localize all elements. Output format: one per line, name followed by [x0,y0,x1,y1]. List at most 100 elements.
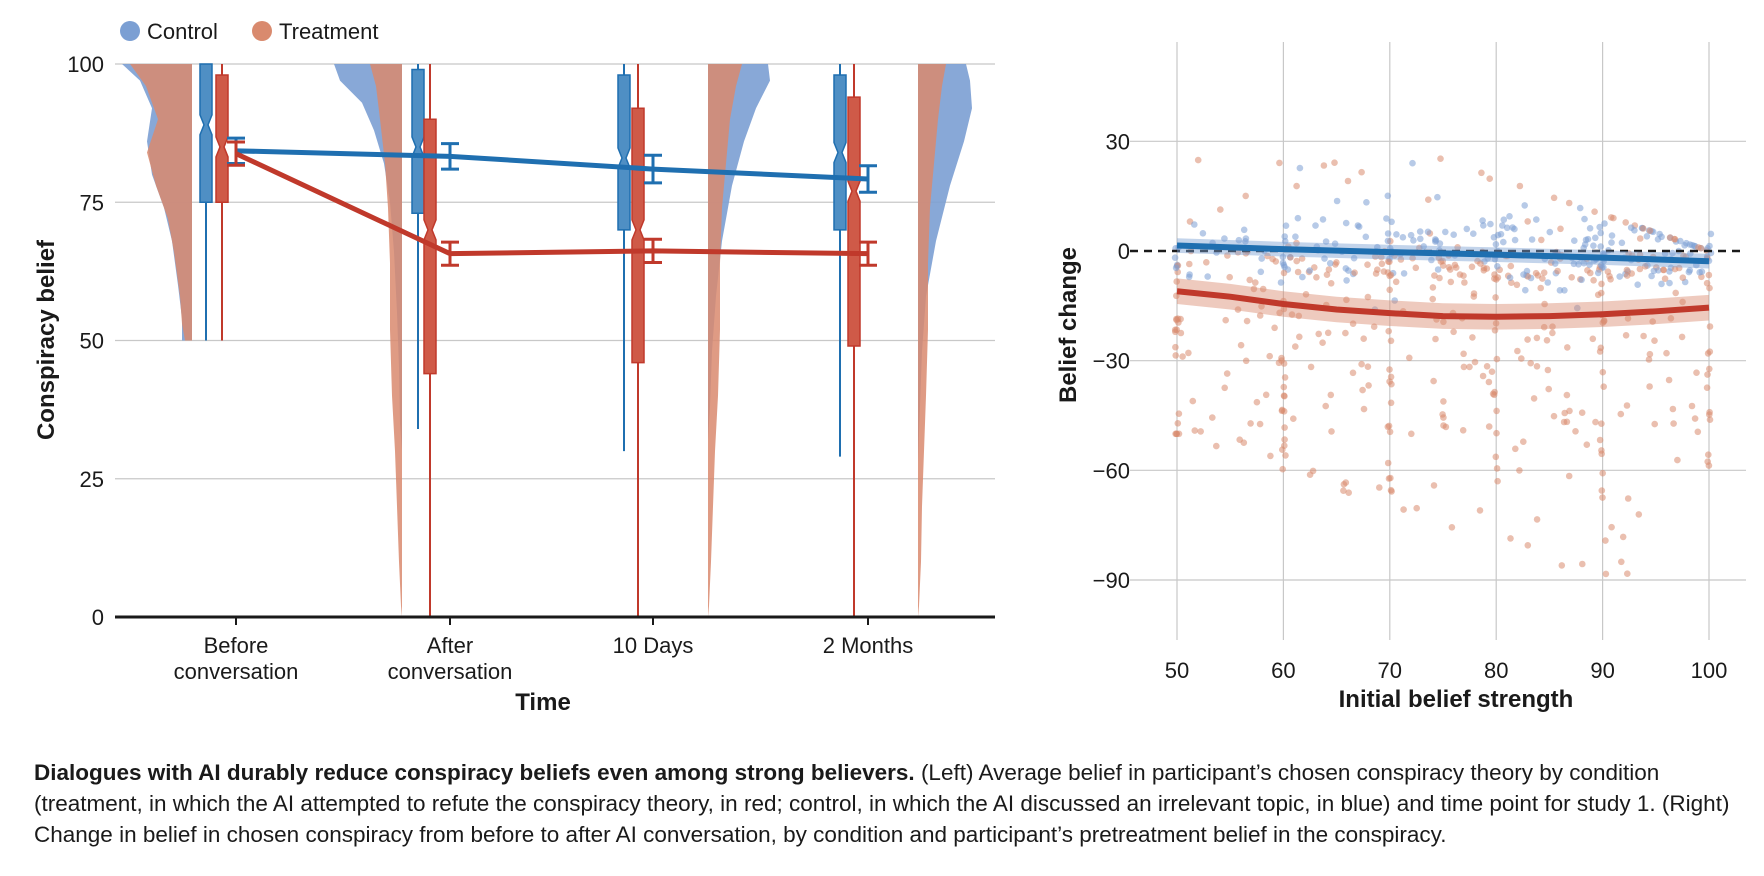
scatter-point-treatment [1430,482,1438,489]
scatter-point-treatment [1494,477,1501,485]
scatter-point-treatment [1560,418,1568,426]
scatter-point-treatment [1514,347,1521,355]
scatter-point-treatment [1540,323,1548,331]
scatter-point-treatment [1327,280,1335,287]
scatter-point-treatment [1460,350,1467,358]
scatter-point-treatment [1430,377,1437,385]
x-tick-label: 90 [1590,658,1614,683]
scatter-point-control [1436,240,1444,247]
scatter-point-treatment [1172,343,1179,351]
scatter-point-treatment [1242,357,1250,365]
scatter-point-treatment [1476,507,1484,514]
scatter-point-treatment [1646,383,1653,390]
scatter-point-treatment [1175,430,1183,438]
scatter-point-treatment [1545,385,1552,393]
scatter-point-treatment [1325,266,1333,273]
scatter-point-treatment [1636,265,1644,273]
scatter-point-treatment [1561,409,1568,417]
scatter-point-treatment [1471,358,1479,366]
scatter-point-control [1658,280,1665,288]
x-tick-label-line: After [427,633,473,658]
scatter-point-treatment [1533,363,1541,370]
scatter-point-treatment [1608,523,1615,531]
scatter-point-treatment [1425,196,1432,203]
scatter-point-treatment [1492,294,1499,301]
scatter-point-treatment [1624,495,1632,502]
scatter-point-treatment [1269,255,1276,263]
scatter-point-treatment [1704,350,1712,357]
scatter-point-treatment [1172,328,1179,336]
scatter-point-treatment [1579,560,1586,568]
violin-treatment-after [370,64,402,617]
scatter-point-treatment [1459,427,1467,434]
scatter-point-control [1479,217,1486,224]
scatter-point-treatment [1364,293,1372,301]
scatter-point-treatment [1385,258,1392,265]
scatter-point-control [1204,273,1211,280]
scatter-point-control [1470,230,1477,237]
y-tick-label: −60 [1093,458,1130,483]
scatter-point-treatment [1290,415,1297,423]
trend-band-treatment [1177,278,1709,330]
y-tick-label: 0 [92,605,104,630]
scatter-point-treatment [1539,275,1546,282]
scatter-point-treatment [1324,329,1332,337]
scatter-point-treatment [1679,298,1686,306]
scatter-point-treatment [1706,416,1714,424]
scatter-point-treatment [1358,360,1365,368]
scatter-point-treatment [1256,420,1264,428]
scatter-point-treatment [1598,420,1605,428]
scatter-point-treatment [1583,441,1591,449]
scatter-point-control [1199,230,1207,237]
scatter-point-treatment [1524,542,1532,549]
scatter-point-treatment [1623,266,1631,274]
scatter-point-control [1616,273,1623,280]
scatter-point-treatment [1342,479,1350,486]
scatter-point-treatment [1234,306,1242,313]
scatter-point-treatment [1172,352,1179,359]
scatter-point-treatment [1624,570,1631,577]
scatter-point-control [1511,225,1518,233]
scatter-point-control [1331,240,1339,247]
scatter-point-treatment [1266,352,1273,360]
scatter-point-control [1363,199,1370,206]
scatter-point-control [1434,193,1441,201]
scatter-point-treatment [1360,335,1367,343]
scatter-point-treatment [1240,439,1248,447]
scatter-point-treatment [1623,402,1631,409]
scatter-point-treatment [1550,412,1558,420]
scatter-point-treatment [1307,363,1315,371]
scatter-point-control [1410,237,1417,244]
scatter-point-treatment [1287,253,1294,261]
scatter-point-treatment [1669,405,1677,413]
scatter-point-treatment [1388,488,1395,495]
scatter-point-treatment [1173,278,1180,285]
scatter-point-control [1424,228,1432,236]
scatter-point-treatment [1491,327,1499,334]
scatter-point-control [1319,216,1327,223]
scatter-point-control [1586,225,1594,232]
scatter-point-control [1343,277,1350,284]
scatter-point-treatment [1293,182,1300,190]
scatter-point-treatment [1440,318,1447,326]
scatter-point-treatment [1516,467,1523,474]
scatter-point-treatment [1279,446,1286,454]
x-tick-label: 70 [1378,658,1402,683]
scatter-point-treatment [1252,279,1259,286]
x-axis-title: Time [515,689,571,716]
scatter-point-treatment [1288,311,1296,318]
scatter-point-treatment [1706,323,1714,330]
scatter-point-control [1511,236,1519,244]
scatter-point-treatment [1370,323,1378,331]
scatter-point-control [1578,276,1585,284]
scatter-point-treatment [1537,284,1544,292]
scatter-point-treatment [1533,516,1541,523]
scatter-point-control [1521,202,1528,209]
legend-label: Treatment [279,19,378,44]
scatter-points [1171,155,1715,578]
scatter-point-treatment [1364,261,1371,269]
scatter-point-treatment [1413,504,1420,512]
scatter-point-control [1292,233,1299,240]
scatter-point-treatment [1584,267,1591,274]
y-tick-label: 100 [67,52,104,77]
